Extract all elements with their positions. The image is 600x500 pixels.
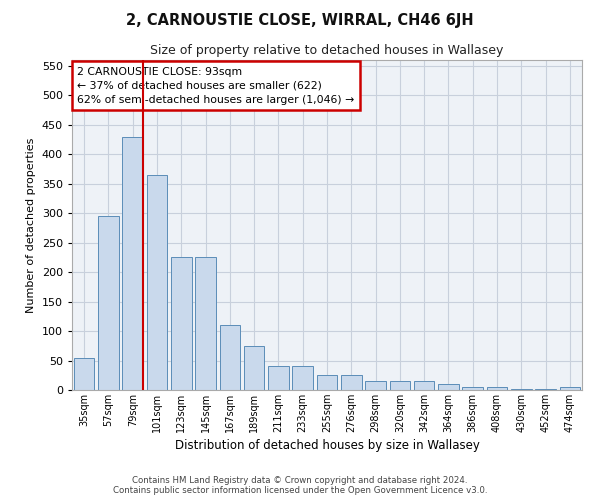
Bar	[195, 258, 216, 390]
X-axis label: Distribution of detached houses by size in Wallasey: Distribution of detached houses by size …	[175, 439, 479, 452]
Bar	[292, 366, 313, 390]
Bar	[438, 384, 459, 390]
Bar	[389, 381, 410, 390]
Bar	[365, 381, 386, 390]
Bar	[74, 358, 94, 390]
Bar	[341, 376, 362, 390]
Bar	[463, 387, 483, 390]
Bar	[171, 258, 191, 390]
Bar	[414, 381, 434, 390]
Bar	[317, 376, 337, 390]
Bar	[220, 325, 240, 390]
Text: 2 CARNOUSTIE CLOSE: 93sqm
← 37% of detached houses are smaller (622)
62% of semi: 2 CARNOUSTIE CLOSE: 93sqm ← 37% of detac…	[77, 66, 355, 104]
Y-axis label: Number of detached properties: Number of detached properties	[26, 138, 36, 312]
Bar	[560, 387, 580, 390]
Bar	[511, 389, 532, 390]
Bar	[268, 366, 289, 390]
Bar	[98, 216, 119, 390]
Bar	[244, 346, 265, 390]
Bar	[146, 175, 167, 390]
Title: Size of property relative to detached houses in Wallasey: Size of property relative to detached ho…	[151, 44, 503, 58]
Bar	[535, 389, 556, 390]
Text: Contains HM Land Registry data © Crown copyright and database right 2024.
Contai: Contains HM Land Registry data © Crown c…	[113, 476, 487, 495]
Text: 2, CARNOUSTIE CLOSE, WIRRAL, CH46 6JH: 2, CARNOUSTIE CLOSE, WIRRAL, CH46 6JH	[126, 12, 474, 28]
Bar	[487, 387, 508, 390]
Bar	[122, 136, 143, 390]
